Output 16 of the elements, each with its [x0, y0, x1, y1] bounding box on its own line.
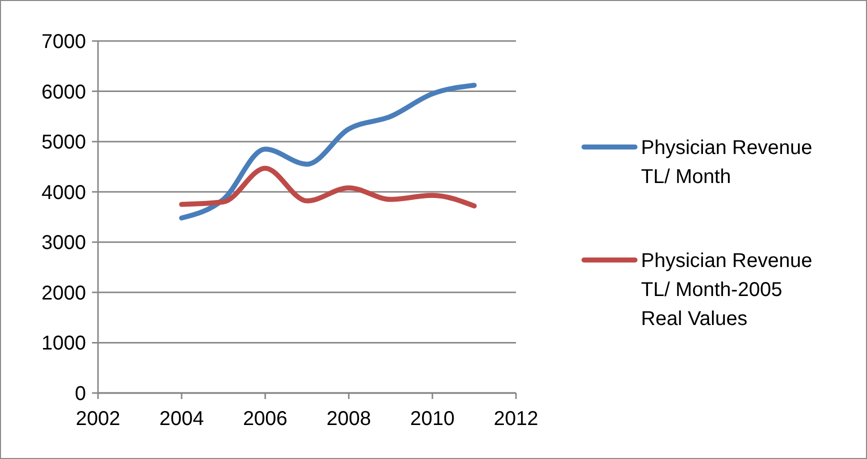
x-tick-label: 2008: [326, 408, 372, 430]
y-tick-label: 0: [74, 383, 86, 405]
x-tick-label: 2012: [494, 408, 538, 430]
y-tick-label: 7000: [42, 31, 86, 53]
legend-label: Physician Revenue TL/ Month: [641, 137, 812, 188]
x-tick-label: 2010: [410, 408, 455, 430]
y-tick-label: 3000: [42, 232, 86, 254]
y-tick-label: 2000: [42, 282, 86, 304]
x-tick-label: 2006: [242, 408, 288, 430]
y-tick-label: 5000: [42, 132, 86, 154]
legend-label: Physician Revenue TL/ Month-2005 Real Values: [641, 250, 812, 330]
y-tick-label: 1000: [42, 332, 86, 355]
y-tick-label: 6000: [42, 81, 86, 104]
y-tick-label: 4000: [42, 182, 86, 204]
x-tick-label: 2004: [159, 408, 204, 430]
x-tick-label: 2002: [76, 408, 120, 430]
